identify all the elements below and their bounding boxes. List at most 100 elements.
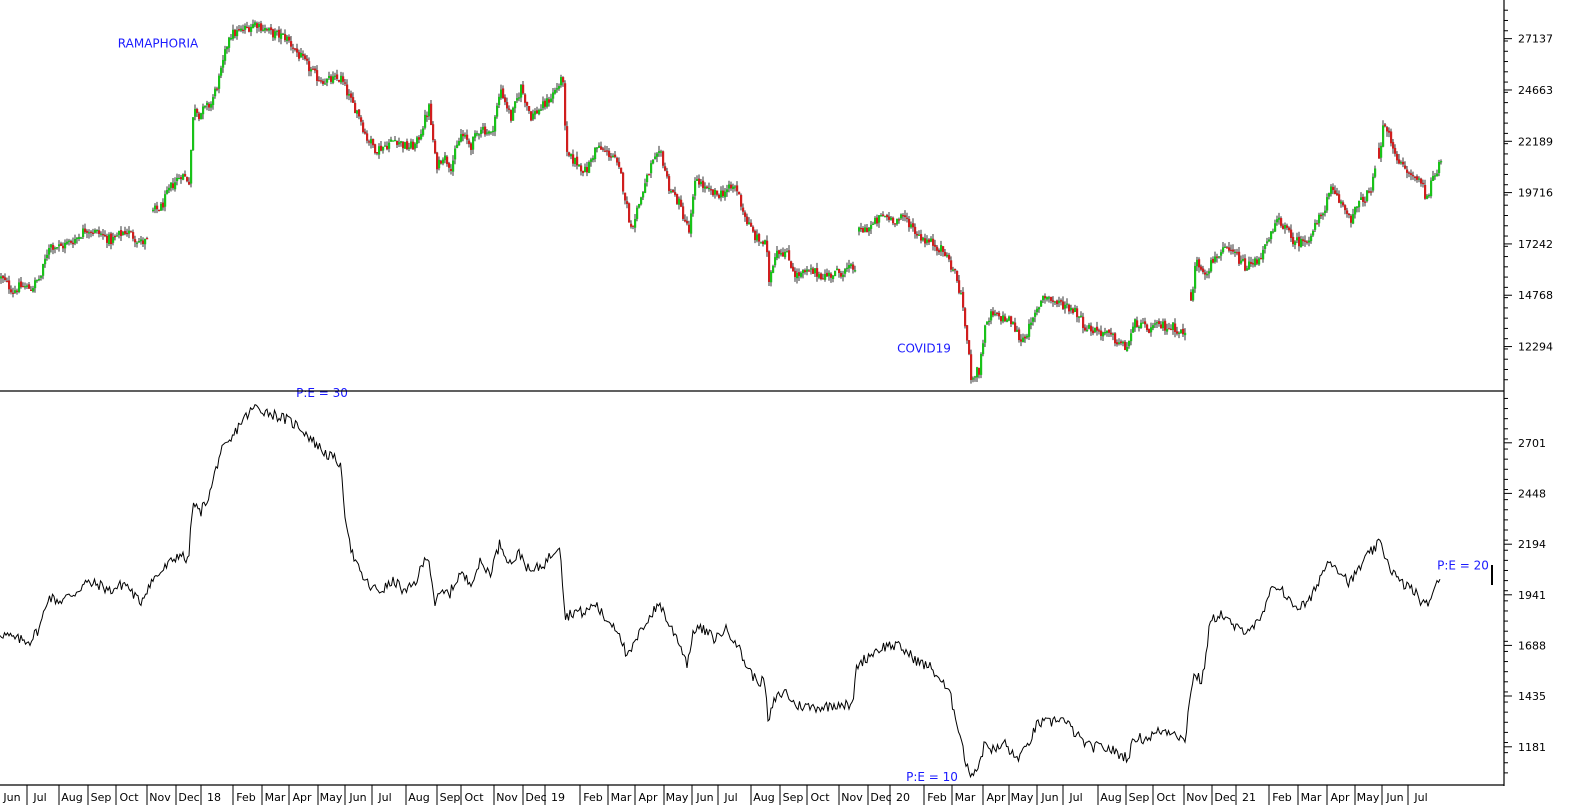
candle-down [522,84,525,94]
candle-down [432,124,435,141]
candle-down [1292,236,1295,245]
candle-down [1238,251,1241,264]
candle-down [894,223,897,225]
candle-up [1026,335,1029,338]
candle-up [252,24,255,29]
candle-down [256,23,259,28]
candle-down [944,251,947,257]
candle-up [258,24,261,28]
candle-down [318,80,321,82]
candle-down [1236,252,1239,254]
candle-down [916,234,919,236]
candle-up [392,140,395,142]
candle-up [656,153,659,157]
candle-down [742,207,745,212]
month-label: Mar [611,791,632,804]
candle-down [146,238,149,240]
candle-down [124,231,127,234]
candle-down [1342,202,1345,206]
candle-down [304,55,307,60]
candle-down [564,83,567,126]
candle-down [752,226,755,232]
candle-down [1136,320,1139,327]
candle-up [458,141,461,146]
candle-up [518,97,521,99]
candle-down [120,230,123,236]
candle-down [1004,316,1007,322]
candle-down [788,250,791,261]
candle-down [954,268,957,271]
candle-down [662,151,665,166]
candle-up [1008,316,1011,321]
candle-up [708,187,711,190]
candle-down [852,264,855,270]
candle-up [108,234,111,245]
candle-down [860,227,863,230]
candle-up [1140,322,1143,329]
candle-down [1108,329,1111,333]
candle-up [828,272,831,277]
candle-down [526,101,529,106]
candle-down [1350,215,1353,223]
candle-down [104,234,107,237]
candle-down [72,242,75,245]
candle-up [1294,241,1297,245]
candle-up [1038,307,1041,310]
candle-up [398,142,401,145]
candle-down [1408,172,1411,174]
month-label: 19 [551,791,565,804]
candle-down [60,243,63,246]
month-label: Apr [1330,791,1350,804]
candle-up [382,146,385,151]
candle-down [114,236,117,238]
y-tick-label: 1941 [1518,589,1546,602]
candle-up [1418,178,1421,180]
y-tick-label: 12294 [1518,341,1553,354]
candle-down [1182,328,1185,335]
candle-down [234,29,237,37]
candle-down [1384,124,1387,127]
candle-down [360,117,363,122]
month-label: Feb [583,791,602,804]
candle-up [584,166,587,173]
candle-up [940,245,943,252]
candle-up [516,98,519,101]
candle-down [510,109,513,121]
candle-down [1302,239,1305,242]
candle-up [1218,256,1221,258]
candle-up [870,224,873,229]
candle-up [634,218,637,228]
candle-up [1314,222,1317,230]
candle-down [130,231,133,233]
candle-down [238,29,241,31]
candle-down [562,77,565,83]
candle-down [1344,205,1347,211]
candle-up [1254,258,1257,266]
candle-down [1056,300,1059,305]
candle-up [460,134,463,142]
candle-up [408,147,411,149]
candle-down [580,165,583,172]
candle-down [882,214,885,216]
candle-down [1202,268,1205,273]
candle-down [314,68,317,71]
candle-up [1156,322,1159,324]
candle-down [344,82,347,84]
candle-up [494,116,497,132]
candle-up [78,237,81,239]
candle-down [628,203,631,223]
candle-down [506,102,509,109]
candle-up [842,274,845,277]
candle-down [260,23,263,31]
candle-up [806,269,809,272]
candle-down [1096,326,1099,331]
month-label: Apr [986,791,1006,804]
candle-down [664,166,667,171]
candle-down [674,192,677,195]
candle-up [88,232,91,234]
candle-down [668,176,671,191]
candle-up [1102,332,1105,337]
candle-down [350,93,353,98]
candle-up [1220,252,1223,256]
candle-down [932,238,935,246]
